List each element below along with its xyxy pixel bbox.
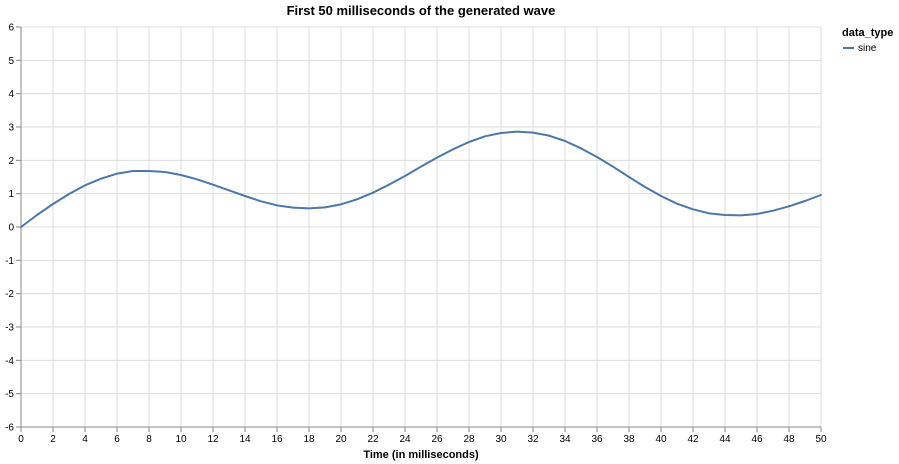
x-tick-label: 8 — [146, 434, 152, 445]
y-tick-label: -5 — [5, 389, 14, 400]
y-tick-label: 2 — [8, 156, 14, 167]
x-tick-label: 26 — [431, 434, 443, 445]
y-tick-label: -6 — [5, 423, 14, 434]
grid-lines — [20, 26, 822, 428]
x-tick-label: 40 — [655, 434, 667, 445]
x-tick-label: 50 — [815, 434, 827, 445]
x-tick-label: 22 — [367, 434, 379, 445]
x-tick-label: 12 — [207, 434, 219, 445]
x-tick-label: 6 — [114, 434, 120, 445]
y-tick-label: 5 — [8, 56, 14, 67]
x-tick-label: 36 — [591, 434, 603, 445]
x-tick-label: 44 — [719, 434, 731, 445]
x-tick-label: 32 — [527, 434, 539, 445]
x-tick-label: 14 — [239, 434, 251, 445]
y-tick-label: 1 — [8, 189, 14, 200]
y-tick-label: -3 — [5, 323, 14, 334]
series-line-sine — [20, 130, 822, 228]
x-tick-label: 30 — [495, 434, 507, 445]
x-tick-label: 24 — [399, 434, 411, 445]
y-tick-label: 3 — [8, 123, 14, 134]
x-tick-label: 48 — [783, 434, 795, 445]
y-tick-label: -1 — [5, 256, 14, 267]
chart-title: First 50 milliseconds of the generated w… — [287, 3, 556, 18]
axes: 0 2 4 6 8 10 12 14 16 18 20 22 24 26 28 30 32 34 36 38 40 42 4… — [5, 23, 827, 446]
y-tick-label: 4 — [8, 89, 14, 100]
x-tick-label: 38 — [623, 434, 635, 445]
x-tick-label: 18 — [303, 434, 315, 445]
legend-label-sine: sine — [858, 43, 877, 54]
x-tick-label: 2 — [50, 434, 56, 445]
x-tick-label: 4 — [82, 434, 88, 445]
y-tick-label: 0 — [8, 223, 14, 234]
x-tick-label: 46 — [751, 434, 763, 445]
x-tick-label: 20 — [335, 434, 347, 445]
x-tick-label: 16 — [271, 434, 283, 445]
y-tick-label: -2 — [5, 289, 14, 300]
x-axis-title: Time (in milliseconds) — [363, 449, 479, 461]
y-tick-label: 6 — [8, 23, 14, 34]
y-tick-label: -4 — [5, 356, 14, 367]
x-tick-label: 34 — [559, 434, 571, 445]
x-tick-label: 10 — [175, 434, 187, 445]
x-tick-label: 0 — [18, 434, 24, 445]
legend-title: data_type — [842, 27, 893, 39]
legend: data_type sine — [842, 27, 893, 54]
series-layer — [20, 130, 822, 228]
x-tick-label: 28 — [463, 434, 475, 445]
x-tick-label: 42 — [687, 434, 699, 445]
